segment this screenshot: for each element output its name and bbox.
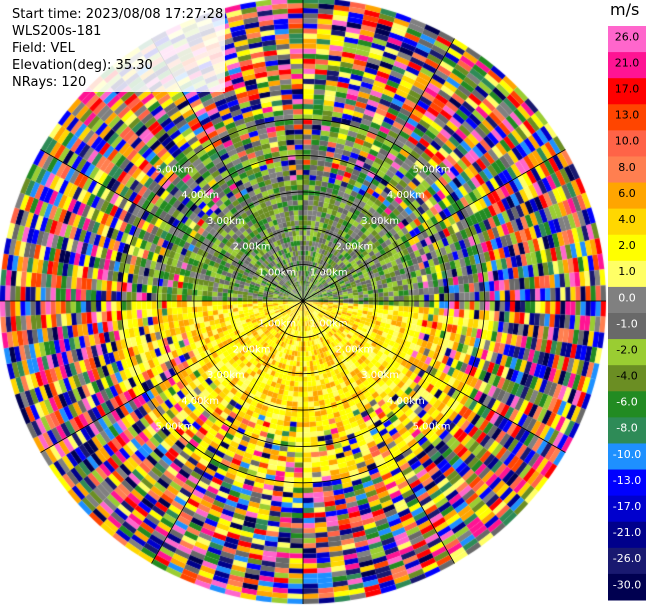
colorbar-swatch xyxy=(608,417,646,444)
colorbar-swatch xyxy=(608,260,646,288)
azimuth-spoke xyxy=(302,300,455,564)
azimuth-spoke xyxy=(151,300,304,564)
field-label: Field: VEL xyxy=(12,41,75,56)
range-ring-label: 1.00km xyxy=(310,319,348,330)
colorbar-swatch xyxy=(608,365,646,392)
scan-info: Start time: 2023/08/08 17:27:28 WLS200s-… xyxy=(10,5,226,92)
range-ring-label: 2.00km xyxy=(233,242,271,253)
range-ring-label: 4.00km xyxy=(181,190,219,201)
colorbar-tick-label: -17.0 xyxy=(613,500,641,513)
range-ring-label: 3.00km xyxy=(207,370,245,381)
range-ring-label: 5.00km xyxy=(156,422,194,433)
colorbar-tick-label: -30.0 xyxy=(613,578,641,591)
colorbar-swatch xyxy=(608,130,646,157)
elevation-label: Elevation(deg): 35.30 xyxy=(12,58,153,73)
range-ring-overlay: 1.00km 1.00km 1.00km 1.00km 2.00km 2.00km 2.00… xyxy=(0,0,606,604)
velocity-ppi-plot xyxy=(0,0,607,607)
azimuth-spoke xyxy=(302,149,566,302)
colorbar-swatch xyxy=(608,156,646,184)
azimuth-spoke xyxy=(40,149,304,302)
colorbar-tick-label: -8.0 xyxy=(616,422,637,435)
colorbar-tick-label: 21.0 xyxy=(615,56,640,69)
azimuth-spoke xyxy=(302,38,455,302)
colorbar-tick-label: 4.0 xyxy=(618,213,636,226)
azimuth-spoke xyxy=(302,300,566,453)
colorbar-tick-label: 1.0 xyxy=(618,265,636,278)
colorbar-tick-label: -1.0 xyxy=(616,317,637,330)
colorbar-swatch xyxy=(608,391,646,418)
colorbar-swatch xyxy=(608,26,646,53)
colorbar-tick-label: -6.0 xyxy=(616,396,637,409)
colorbar-swatch xyxy=(608,495,646,523)
colorbar-tick-label: 6.0 xyxy=(618,187,636,200)
colorbar-tick-label: 8.0 xyxy=(618,161,636,174)
colorbar-tick-label: 26.0 xyxy=(615,30,640,43)
colorbar-swatch xyxy=(608,443,646,471)
range-ring-label: 4.00km xyxy=(387,396,425,407)
velocity-colorbar: 26.0 21.0 17.0 13.0 10.0 8.0 6.0 4.0 2.0 1.0 0.0 -1… xyxy=(608,26,646,601)
colorbar-tick-label: -13.0 xyxy=(613,474,641,487)
range-ring-label: 1.00km xyxy=(258,319,296,330)
range-ring-label: 2.00km xyxy=(233,344,271,355)
colorbar-tick-label: -10.0 xyxy=(613,448,641,461)
colorbar-tick-label: 17.0 xyxy=(615,83,640,96)
colorbar-unit-label: m/s xyxy=(610,0,640,19)
colorbar-swatch xyxy=(608,547,646,575)
colorbar-tick-label: 10.0 xyxy=(615,135,640,148)
range-ring-label: 3.00km xyxy=(361,370,399,381)
colorbar-swatch xyxy=(608,521,646,549)
range-ring-label: 5.00km xyxy=(156,164,194,175)
station-label: WLS200s-181 xyxy=(12,24,102,39)
colorbar-swatch xyxy=(608,286,646,314)
colorbar-swatch xyxy=(608,469,646,497)
range-ring-label: 4.00km xyxy=(181,396,219,407)
colorbar-swatch xyxy=(608,52,646,79)
range-ring-label: 2.00km xyxy=(336,344,374,355)
range-ring-label: 3.00km xyxy=(361,216,399,227)
range-ring-label: 5.00km xyxy=(413,164,451,175)
colorbar-swatch xyxy=(608,104,646,131)
colorbar-tick-label: -2.0 xyxy=(616,343,637,356)
range-ring-label: 1.00km xyxy=(310,267,348,278)
colorbar-swatch xyxy=(608,78,646,105)
colorbar-tick-label: 2.0 xyxy=(618,239,636,252)
range-ring-label: 2.00km xyxy=(336,242,374,253)
colorbar-swatch xyxy=(608,182,646,210)
start-time-label: Start time: 2023/08/08 17:27:28 xyxy=(12,7,224,22)
range-ring-label: 4.00km xyxy=(387,190,425,201)
colorbar-tick-label: -26.0 xyxy=(613,552,641,565)
colorbar-tick-label: -21.0 xyxy=(613,526,641,539)
range-ring-label: 3.00km xyxy=(207,216,245,227)
azimuth-spoke xyxy=(40,300,304,453)
colorbar-swatch xyxy=(608,573,646,601)
colorbar-tick-label: 13.0 xyxy=(615,109,640,122)
colorbar-tick-label: -4.0 xyxy=(616,370,637,383)
colorbar-tick-label: 0.0 xyxy=(618,291,636,304)
colorbar-swatch xyxy=(608,339,646,366)
colorbar-swatch xyxy=(608,208,646,236)
range-ring-label: 5.00km xyxy=(413,422,451,433)
range-ring-label: 1.00km xyxy=(258,267,296,278)
nrays-label: NRays: 120 xyxy=(12,75,87,90)
colorbar-swatch xyxy=(608,313,646,340)
colorbar-swatch xyxy=(608,234,646,262)
